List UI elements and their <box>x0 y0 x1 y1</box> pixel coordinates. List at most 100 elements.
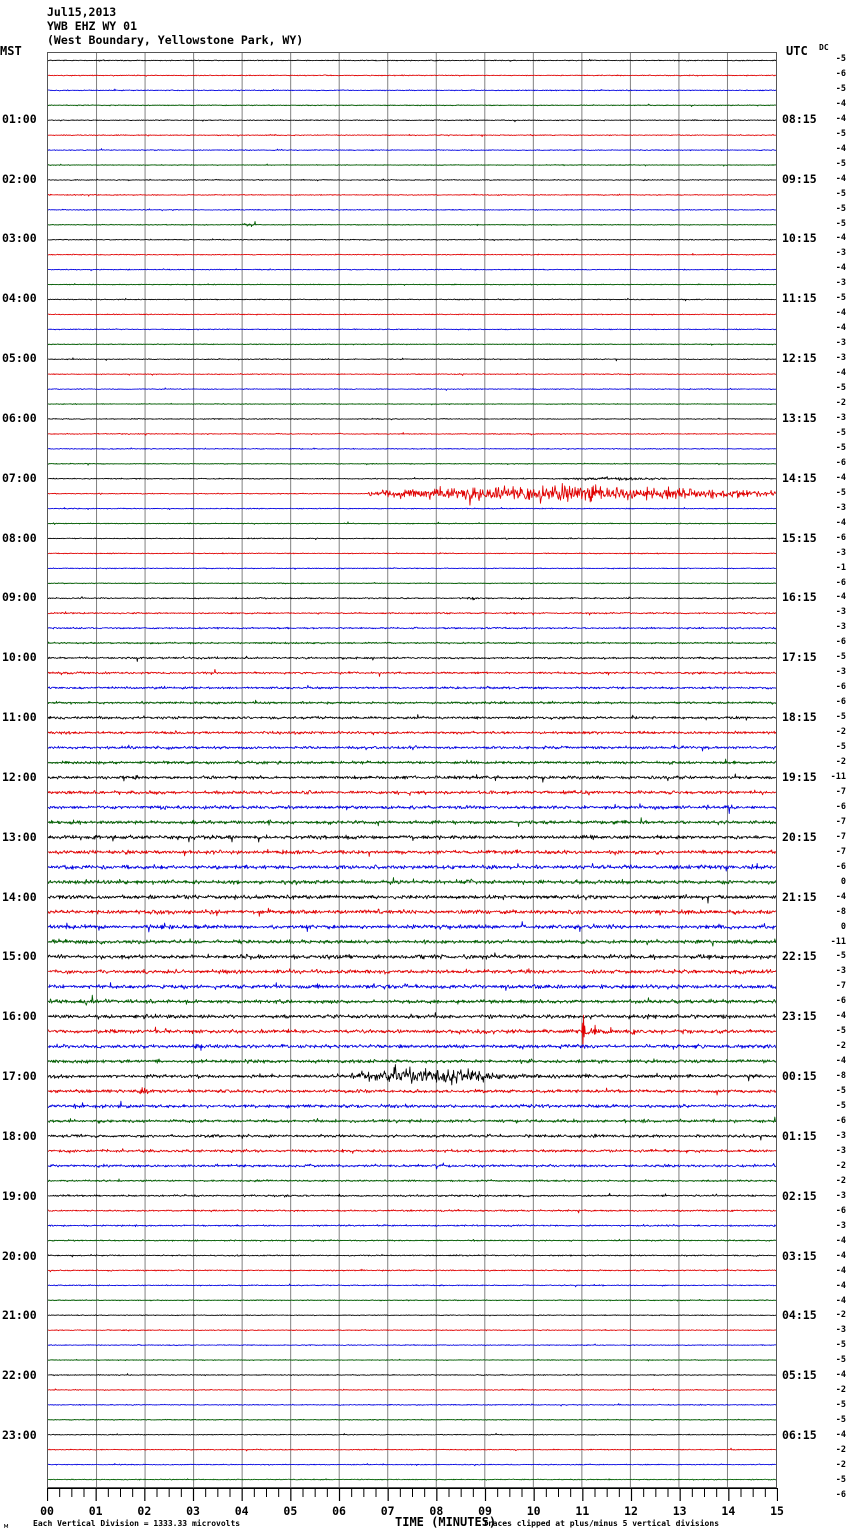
x-axis-tick-label: 01 <box>88 1504 103 1518</box>
dc-value: -2 <box>835 1445 846 1456</box>
trace-43-green <box>48 699 776 705</box>
utc-hour-label: 10:15 <box>782 231 817 246</box>
dc-value: -6 <box>835 1205 846 1216</box>
trace-48-black <box>48 773 776 783</box>
dc-value: -11 <box>830 771 846 782</box>
trace-23-green <box>48 402 776 406</box>
dc-value: -7 <box>835 816 846 827</box>
dc-value: -6 <box>835 697 846 708</box>
dc-value: -4 <box>835 1295 846 1306</box>
mst-hour-label: 16:00 <box>2 1009 37 1024</box>
mst-hour-label: 07:00 <box>2 470 37 485</box>
dc-value: -3 <box>835 338 846 349</box>
dc-value: -6 <box>835 637 846 648</box>
dc-value: -5 <box>835 1340 846 1351</box>
dc-value: -5 <box>835 128 846 139</box>
dc-value: -4 <box>835 1235 846 1246</box>
mst-hour-label: 10:00 <box>2 650 37 665</box>
dc-value: -4 <box>835 891 846 902</box>
dc-value: -5 <box>835 53 846 64</box>
dc-value: -6 <box>835 1489 846 1500</box>
trace-14-blue <box>48 268 776 272</box>
x-axis-tick-label: 05 <box>283 1504 298 1518</box>
dc-value: -3 <box>835 412 846 423</box>
mst-hour-label: 12:00 <box>2 769 37 784</box>
x-axis-tick-label: 13 <box>672 1504 687 1518</box>
utc-hour-label: 17:15 <box>782 650 817 665</box>
trace-86-blue <box>48 1343 776 1347</box>
trace-46-blue <box>48 744 776 752</box>
dc-value: -4 <box>835 1265 846 1276</box>
dc-value: -3 <box>835 502 846 513</box>
trace-76-black <box>48 1192 776 1198</box>
dc-value: -5 <box>835 1475 846 1486</box>
mst-hour-label: 19:00 <box>2 1188 37 1203</box>
utc-hour-label: 21:15 <box>782 889 817 904</box>
utc-hour-label: 09:15 <box>782 171 817 186</box>
mst-hour-label: 22:00 <box>2 1368 37 1383</box>
trace-84-black <box>48 1314 776 1317</box>
mst-hour-label: 18:00 <box>2 1128 37 1143</box>
trace-33-red <box>48 552 776 555</box>
trace-53-red <box>48 848 776 857</box>
dc-value: -2 <box>835 398 846 409</box>
dc-value: -3 <box>835 1130 846 1141</box>
helicorder-plot[interactable] <box>47 52 777 1488</box>
dc-value: -7 <box>835 786 846 797</box>
dc-value: -3 <box>835 547 846 558</box>
dc-value: -4 <box>835 308 846 319</box>
mst-hour-label: 09:00 <box>2 590 37 605</box>
trace-37-red <box>48 611 776 616</box>
dc-value: -6 <box>835 577 846 588</box>
dc-value: -3 <box>835 278 846 289</box>
dc-value: -4 <box>835 592 846 603</box>
trace-73-red <box>48 1148 776 1154</box>
utc-hour-label: 11:15 <box>782 291 817 306</box>
dc-value: -6 <box>835 996 846 1007</box>
mst-hour-label: 02:00 <box>2 171 37 186</box>
dc-value: -4 <box>835 173 846 184</box>
dc-value: -3 <box>835 622 846 633</box>
dc-value: -6 <box>835 532 846 543</box>
dc-value: -2 <box>835 727 846 738</box>
utc-hour-label: 22:15 <box>782 949 817 964</box>
utc-hour-label: 06:15 <box>782 1428 817 1443</box>
trace-0-black <box>48 58 776 62</box>
trace-12-black <box>48 238 776 242</box>
trace-42-blue <box>48 684 776 690</box>
dc-value: -5 <box>835 1400 846 1411</box>
utc-hour-label: 03:15 <box>782 1248 817 1263</box>
dc-value: -2 <box>835 1041 846 1052</box>
x-axis-tick-label: 07 <box>380 1504 395 1518</box>
trace-87-green <box>48 1358 776 1362</box>
trace-20-black <box>48 357 776 362</box>
trace-64-black <box>48 1012 776 1020</box>
dc-value: -5 <box>835 1415 846 1426</box>
trace-25-red <box>48 432 776 436</box>
x-axis-title: TIME (MINUTES) <box>395 1515 497 1529</box>
dc-value: 0 <box>840 921 846 932</box>
trace-32-black <box>48 537 776 541</box>
x-axis-tick-label: 10 <box>526 1504 541 1518</box>
dc-value: -6 <box>835 457 846 468</box>
dc-value: -4 <box>835 113 846 124</box>
mst-hour-label: 20:00 <box>2 1248 37 1263</box>
utc-hour-label: 23:15 <box>782 1009 817 1024</box>
dc-value: -3 <box>835 1145 846 1156</box>
x-axis-tick-label: 06 <box>332 1504 346 1518</box>
trace-19-green <box>48 343 776 346</box>
trace-81-red <box>48 1268 776 1273</box>
trace-66-blue <box>48 1043 776 1051</box>
dc-value: -5 <box>835 1101 846 1112</box>
trace-75-green <box>48 1178 776 1183</box>
dc-value: -4 <box>835 1011 846 1022</box>
x-axis-tick-label: 15 <box>770 1504 784 1518</box>
trace-26-blue <box>48 447 776 450</box>
dc-value: -5 <box>835 427 846 438</box>
dc-value: -2 <box>835 757 846 768</box>
dc-value: -8 <box>835 1071 846 1082</box>
trace-22-blue <box>48 387 776 391</box>
trace-21-red <box>48 372 776 376</box>
trace-92-black <box>48 1432 776 1436</box>
trace-44-black <box>48 714 776 721</box>
